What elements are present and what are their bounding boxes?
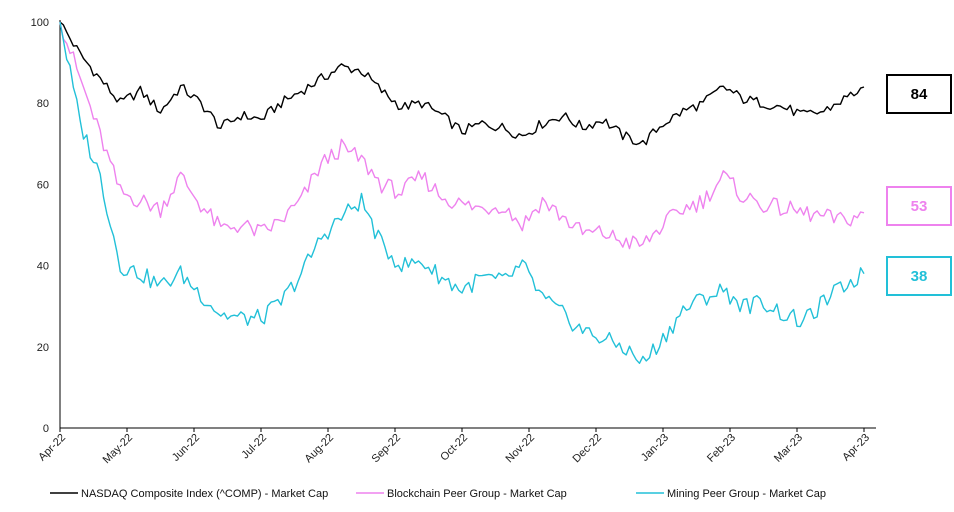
y-axis-ticks: 0 20 40 60 80 100 <box>31 17 49 435</box>
end-badge-box <box>886 186 952 226</box>
legend-label: NASDAQ Composite Index (^COMP) - Market … <box>81 488 328 500</box>
y-tick-label: 100 <box>31 17 49 29</box>
x-tick-label: Mar-23 <box>772 432 805 465</box>
legend-item-nasdaq: NASDAQ Composite Index (^COMP) - Market … <box>50 488 328 500</box>
x-tick-label: Feb-23 <box>705 432 738 465</box>
y-tick-label: 60 <box>37 179 49 191</box>
x-tick-label: Jan-23 <box>639 432 671 464</box>
blockchain-line <box>59 21 865 250</box>
mining-line <box>59 21 865 364</box>
x-tick-label: Oct-22 <box>438 432 470 464</box>
legend-label: Blockchain Peer Group - Market Cap <box>387 488 567 500</box>
nasdaq-end-badge: 84 <box>886 74 952 114</box>
legend: NASDAQ Composite Index (^COMP) - Market … <box>50 488 826 500</box>
x-tick-label: Apr-22 <box>36 432 68 464</box>
x-tick-label: Aug-22 <box>303 432 337 466</box>
y-tick-label: 80 <box>37 98 49 110</box>
end-badge-value: 53 <box>911 198 928 215</box>
end-badge-value: 84 <box>911 86 928 103</box>
legend-label: Mining Peer Group - Market Cap <box>667 488 826 500</box>
x-tick-label: Dec-22 <box>571 432 605 466</box>
series-lines <box>59 21 865 364</box>
end-badge-box <box>886 74 952 114</box>
y-tick-label: 20 <box>37 342 49 354</box>
nasdaq-line <box>59 21 865 146</box>
legend-item-mining: Mining Peer Group - Market Cap <box>636 488 826 500</box>
mining-end-badge: 38 <box>886 256 952 296</box>
x-tick-label: May-22 <box>101 432 135 466</box>
x-tick-label: Jul-22 <box>239 432 269 462</box>
y-tick-label: 0 <box>43 423 49 435</box>
blockchain-end-badge: 53 <box>886 186 952 226</box>
legend-item-blockchain: Blockchain Peer Group - Market Cap <box>356 488 567 500</box>
y-tick-label: 40 <box>37 261 49 273</box>
x-axis-ticks: Apr-22 May-22 Jun-22 Jul-22 Aug-22 Sep-22 Oct-… <box>36 428 872 466</box>
end-badge-box <box>886 256 952 296</box>
x-tick-label: Nov-22 <box>504 432 538 466</box>
x-tick-label: Jun-22 <box>170 432 202 464</box>
x-tick-label: Apr-23 <box>840 432 872 464</box>
x-tick-label: Sep-22 <box>370 432 404 466</box>
end-value-badges: 84 53 38 <box>886 74 952 296</box>
plot-area: 0 20 40 60 80 100 Apr-22 May-22 Jun-22 Jul-22 Aug… <box>31 17 876 466</box>
end-badge-value: 38 <box>911 268 928 285</box>
